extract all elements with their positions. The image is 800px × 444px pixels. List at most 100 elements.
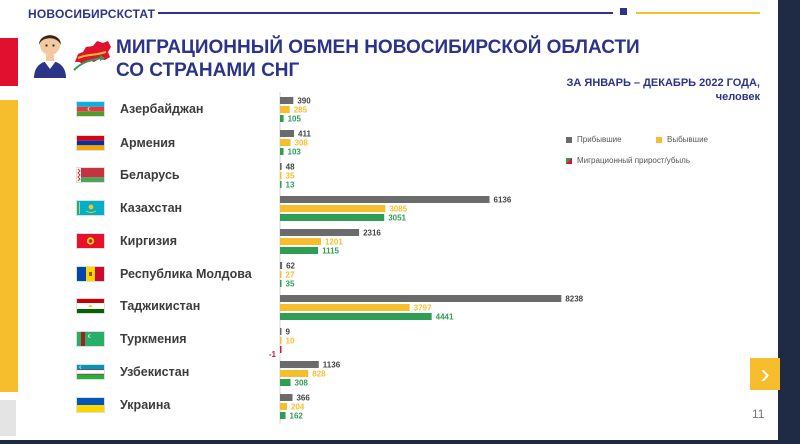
data-label-net: 105 <box>288 115 302 124</box>
turkmenistan-flag-icon <box>76 331 105 347</box>
armenia-flag-icon <box>76 135 105 151</box>
legend-swatch-net <box>566 157 572 164</box>
data-label-net: 308 <box>295 379 309 388</box>
bar-departed <box>280 271 282 278</box>
data-label-arrived: 6136 <box>494 196 512 205</box>
country-label: Казахстан <box>120 201 183 215</box>
title-line-1: МИГРАЦИОННЫЙ ОБМЕН НОВОСИБИРСКОЙ ОБЛАСТИ <box>116 37 640 58</box>
country-label: Армения <box>120 136 176 150</box>
data-label-departed: 10 <box>286 337 295 346</box>
bar-net <box>280 247 319 254</box>
kazakhstan-flag-icon <box>76 200 105 216</box>
bar-arrived <box>280 97 294 104</box>
data-label-net: 3051 <box>388 214 406 223</box>
country-label: Таджикистан <box>120 299 201 313</box>
bar-arrived <box>280 163 282 170</box>
moldova-flag-icon <box>76 266 105 282</box>
person-icon <box>34 35 66 78</box>
data-label-departed: 1201 <box>325 238 343 247</box>
ukraine-flag-icon <box>76 397 105 413</box>
next-slide-button[interactable]: › <box>750 358 780 390</box>
legend-swatch-departed <box>656 136 662 143</box>
country-label: Украина <box>120 398 171 412</box>
uzbekistan-flag-icon <box>76 364 105 380</box>
data-label-net: 1115 <box>322 247 339 256</box>
data-label-net: 103 <box>288 148 302 157</box>
country-label: Азербайджан <box>120 102 204 116</box>
brand-name: НОВОСИБИРСКСТАТ <box>28 7 156 21</box>
bar-departed <box>280 403 287 410</box>
data-label-arrived: 62 <box>286 262 295 271</box>
data-label-arrived: 411 <box>298 130 311 139</box>
period-line-1: ЗА ЯНВАРЬ – ДЕКАБРЬ 2022 ГОДА, <box>566 77 760 89</box>
bar-departed <box>280 370 309 377</box>
chevron-right-icon: › <box>760 358 770 389</box>
page-title: МИГРАЦИОННЫЙ ОБМЕН НОВОСИБИРСКОЙ ОБЛАСТИ… <box>116 36 640 82</box>
azerbaijan-flag-icon <box>76 101 105 117</box>
side-accent-yellow <box>0 100 18 392</box>
bar-net <box>280 148 284 155</box>
bar-net <box>280 280 282 287</box>
bar-net <box>280 181 282 188</box>
belarus-flag-icon <box>76 167 105 183</box>
data-label-departed: 3797 <box>414 304 432 313</box>
data-label-net: 162 <box>290 412 304 421</box>
data-label-departed: 285 <box>294 106 308 115</box>
data-label-arrived: 48 <box>286 163 295 172</box>
data-label-departed: 27 <box>286 271 295 280</box>
side-accent-grey <box>0 400 16 436</box>
data-label-departed: 3085 <box>389 205 407 214</box>
country-row-armenia: Армения <box>0 135 270 151</box>
data-label-arrived: 2316 <box>363 229 381 238</box>
data-label-arrived: 390 <box>297 97 311 106</box>
data-label-departed: 308 <box>295 139 309 148</box>
data-label-departed: 204 <box>291 403 305 412</box>
bar-departed <box>280 238 322 245</box>
legend-arrived: Прибывшие <box>566 135 622 145</box>
bar-arrived <box>280 328 282 335</box>
country-label: Узбекистан <box>120 365 190 379</box>
bar-net <box>280 379 291 386</box>
bar-arrived <box>280 229 360 236</box>
country-row-ukraine: Украина <box>0 397 270 413</box>
period-subtitle: ЗА ЯНВАРЬ – ДЕКАБРЬ 2022 ГОДА, человек <box>567 76 760 104</box>
data-label-net: -1 <box>269 350 277 359</box>
bar-arrived <box>280 262 283 269</box>
period-unit: человек <box>715 91 760 103</box>
country-label: Туркмения <box>120 332 187 346</box>
side-accent-red <box>0 38 18 86</box>
title-line-2: СО СТРАНАМИ СНГ <box>116 60 300 81</box>
bar-net <box>280 346 282 353</box>
bar-departed <box>280 337 282 344</box>
data-label-arrived: 1136 <box>323 361 341 370</box>
data-label-departed: 828 <box>312 370 326 379</box>
bar-departed <box>280 106 290 113</box>
bar-net <box>280 214 385 221</box>
bar-arrived <box>280 130 295 137</box>
tajikistan-flag-icon <box>76 298 105 314</box>
window-frame-right <box>778 0 800 444</box>
bar-net <box>280 313 432 320</box>
header-divider <box>158 12 613 14</box>
data-label-net: 4441 <box>436 313 454 322</box>
header-divider-accent <box>636 12 760 14</box>
legend-swatch-arrived <box>566 136 572 143</box>
bar-departed <box>280 139 291 146</box>
legend-net: Миграционный прирост/убыль <box>566 156 690 166</box>
russia-map-icon <box>73 41 111 71</box>
country-row-kyrgyzstan: Киргизия <box>0 233 270 249</box>
bar-departed <box>280 172 282 179</box>
country-label: Республика Молдова <box>120 267 252 281</box>
bar-arrived <box>280 295 562 302</box>
data-label-arrived: 8238 <box>565 295 583 304</box>
data-label-departed: 35 <box>286 172 295 181</box>
bar-net <box>280 412 286 419</box>
window-frame-bottom <box>0 440 800 444</box>
bar-arrived <box>280 394 293 401</box>
bar-departed <box>280 205 386 212</box>
legend-departed: Выбывшие <box>656 135 708 145</box>
country-row-moldova: Республика Молдова <box>0 266 270 282</box>
bar-net <box>280 115 284 122</box>
country-row-turkmenistan: Туркмения <box>0 331 270 347</box>
